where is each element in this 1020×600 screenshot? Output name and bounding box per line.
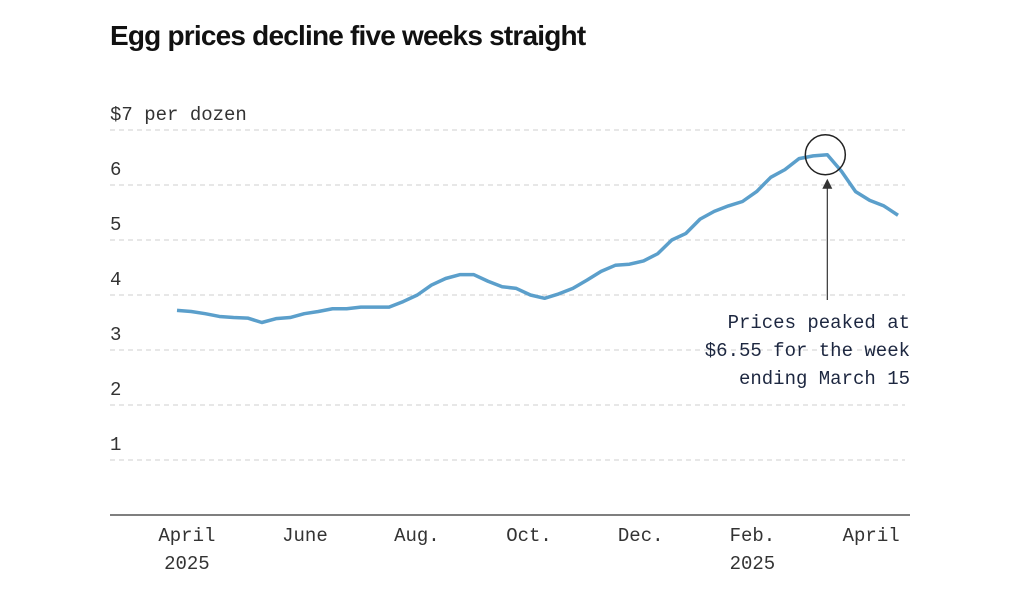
arrow-head — [822, 178, 833, 189]
x-tick-label: April — [843, 525, 900, 547]
x-tick-label: Aug. — [394, 525, 440, 547]
x-tick-label: Dec. — [618, 525, 664, 547]
y-tick-label: $7 per dozen — [110, 104, 247, 126]
x-tick-label: April — [158, 525, 215, 547]
x-tick-label: June — [282, 525, 328, 547]
y-tick-label: 6 — [110, 159, 121, 181]
chart-title: Egg prices decline five weeks straight — [110, 20, 586, 51]
annotation-text: ending March 15 — [739, 368, 910, 390]
y-tick-label: 3 — [110, 324, 121, 346]
x-tick-label: 2025 — [730, 553, 776, 575]
x-tick-label: 2025 — [164, 553, 210, 575]
y-tick-label: 4 — [110, 269, 121, 291]
y-tick-label: 5 — [110, 214, 121, 236]
x-tick-label: Oct. — [506, 525, 552, 547]
price-line — [176, 153, 899, 325]
y-tick-label: 2 — [110, 379, 121, 401]
annotation-text: $6.55 for the week — [705, 340, 910, 362]
annotation-text: Prices peaked at — [728, 312, 910, 334]
x-tick-label: Feb. — [730, 525, 776, 547]
y-tick-label: 1 — [110, 434, 121, 456]
peak-circle — [804, 134, 847, 176]
